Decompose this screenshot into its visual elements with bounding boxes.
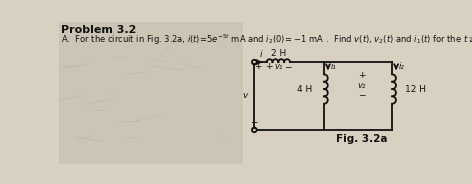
Text: +: + (265, 62, 273, 71)
Text: 4 H: 4 H (297, 85, 312, 94)
Text: v₁: v₁ (274, 62, 283, 71)
Text: Problem 3.2: Problem 3.2 (61, 25, 137, 35)
Text: −: − (358, 91, 366, 100)
Text: 2 H: 2 H (271, 49, 286, 58)
Text: i: i (259, 50, 262, 59)
FancyBboxPatch shape (59, 22, 244, 164)
Text: i₂: i₂ (398, 62, 404, 71)
Text: 12 H: 12 H (405, 85, 426, 94)
Text: −: − (284, 62, 291, 71)
Text: i₁: i₁ (330, 62, 336, 71)
Text: +: + (358, 70, 366, 79)
Text: v₂: v₂ (358, 81, 366, 90)
Text: v: v (242, 91, 248, 100)
Text: +: + (253, 62, 261, 71)
Text: −: − (250, 117, 257, 126)
Text: Fig. 3.2a: Fig. 3.2a (336, 134, 388, 144)
Text: A.  For the circuit in Fig. 3.2a, $i(t)$=$5e^{-5t}$ mA and $i_2(0)$= $-1$ mA .  : A. For the circuit in Fig. 3.2a, $i(t)$=… (61, 33, 472, 47)
